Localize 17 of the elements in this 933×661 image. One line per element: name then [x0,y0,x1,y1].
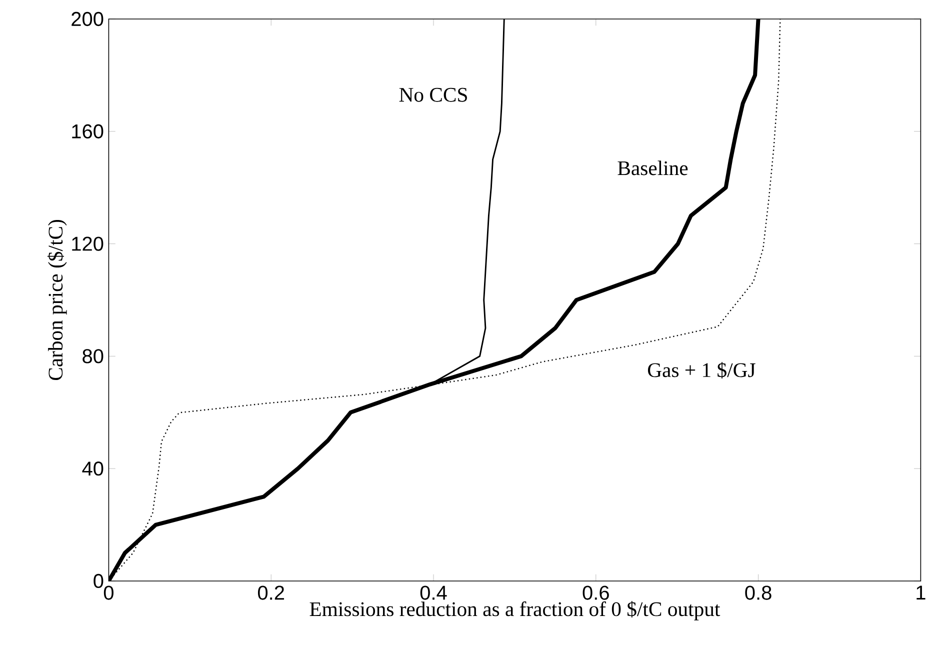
y-tick-label: 200 [72,12,104,26]
y-axis-title: Carbon price ($/tC) [47,220,67,380]
y-tick-label: 120 [72,236,104,251]
x-tick-label: 0.8 [745,586,772,600]
x-axis-title: Emissions reduction as a fraction of 0 $/tC output [310,601,720,620]
y-tick-label: 80 [82,349,104,364]
x-tick-label: 0.6 [582,586,609,600]
x-tick-label: 1 [916,586,926,600]
series-label: Baseline [618,160,688,176]
x-tick-label: 0.4 [420,586,447,600]
y-tick-label: 40 [82,462,104,476]
y-tick-label: 160 [72,124,104,138]
series-label: No CCS [399,88,467,102]
series-label: Gas + 1 $/GJ [648,362,756,379]
x-tick-label: 0.2 [258,586,284,600]
x-tick-label: 0 [104,586,114,600]
y-tick-label: 0 [94,574,104,588]
